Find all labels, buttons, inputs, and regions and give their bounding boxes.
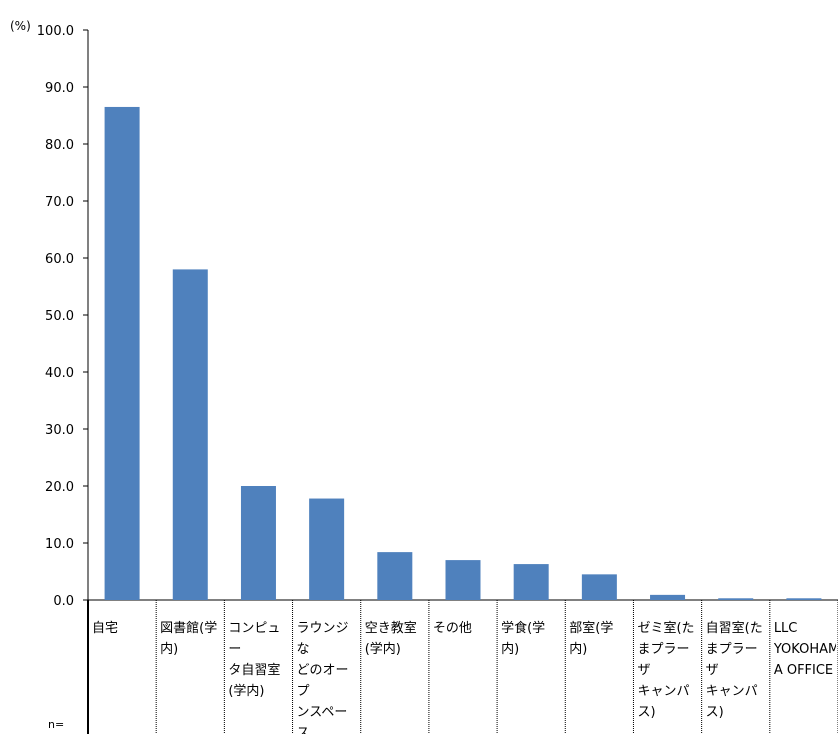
bar <box>581 574 617 600</box>
y-tick-label: 70.0 <box>45 195 74 210</box>
bar <box>104 106 140 600</box>
y-tick-label: 20.0 <box>45 480 74 495</box>
category-table-grid <box>87 600 838 734</box>
bar <box>650 594 686 600</box>
bar <box>377 552 413 600</box>
n-label: n= <box>48 718 65 731</box>
category-label: 図書館(学 内) <box>160 621 218 657</box>
category-label: 部室(学 内) <box>569 621 614 657</box>
y-axis-unit-label: (%) <box>10 19 31 33</box>
y-tick-label: 10.0 <box>45 537 74 552</box>
y-axis-ticks: 0.0 10.0 20.0 30.0 40.0 50.0 60.0 70.0 80.0 90.0 1… <box>37 24 88 609</box>
y-tick-label: 90.0 <box>45 81 74 96</box>
category-label: ゼミ室(た まプラーザ キャンパ ス) <box>637 621 695 720</box>
y-tick-label: 80.0 <box>45 138 74 153</box>
category-label: コンピュー タ自習室 (学内) <box>228 621 281 699</box>
bar <box>786 598 822 600</box>
category-label: LLC YOKOHAM A OFFICE <box>773 621 836 678</box>
y-tick-label: 0.0 <box>53 594 74 609</box>
category-label: 学食(学 内) <box>501 621 546 657</box>
bar <box>513 564 549 600</box>
bar <box>445 560 481 600</box>
y-tick-label: 100.0 <box>37 24 74 39</box>
y-tick-label: 30.0 <box>45 423 74 438</box>
y-tick-label: 50.0 <box>45 309 74 324</box>
y-tick-label: 40.0 <box>45 366 74 381</box>
bar <box>309 498 345 600</box>
category-label: 自宅 <box>92 621 119 636</box>
category-label: 空き教室 (学内) <box>364 621 417 657</box>
category-label: 自習室(た まプラーザ キャンパ ス) <box>705 621 763 720</box>
bar <box>240 486 276 600</box>
y-tick-label: 60.0 <box>45 252 74 267</box>
bar-series <box>104 106 822 600</box>
bar <box>172 269 208 600</box>
bar <box>718 598 754 600</box>
category-label: その他 <box>432 621 472 636</box>
category-label: ラウンジな どのオープ ンスペース (学内) <box>296 621 349 734</box>
